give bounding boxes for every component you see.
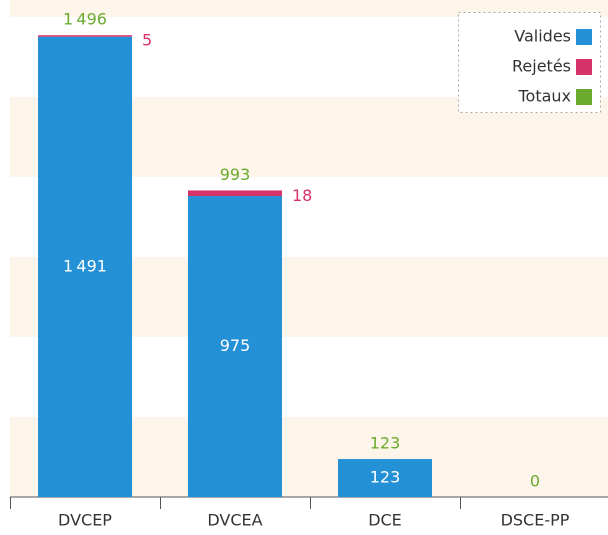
legend-swatch: [576, 29, 592, 45]
total-label: 1 496: [63, 10, 107, 29]
legend-label: Totaux: [517, 87, 571, 106]
x-tick-label: DSCE-PP: [501, 511, 570, 530]
legend-label: Valides: [514, 27, 571, 46]
value-label: 5: [142, 31, 152, 50]
bar-segment: [188, 196, 282, 498]
total-label: 993: [220, 165, 251, 184]
legend-swatch: [576, 59, 592, 75]
bar-segment: [188, 190, 282, 197]
total-label: 123: [370, 434, 401, 453]
value-label: 18: [292, 186, 312, 205]
bar-segment: [338, 459, 432, 497]
bar-segment: [38, 35, 132, 37]
value-label: 975: [220, 336, 251, 355]
total-label: 0: [530, 472, 540, 491]
value-label: 123: [370, 468, 401, 487]
value-label: 1 491: [63, 256, 107, 275]
x-tick-label: DVCEP: [58, 511, 112, 530]
x-tick-label: DVCEA: [207, 511, 262, 530]
legend-swatch: [576, 89, 592, 105]
legend-label: Rejetés: [512, 57, 571, 76]
bar-segment: [38, 36, 132, 498]
x-tick-label: DCE: [368, 511, 402, 530]
